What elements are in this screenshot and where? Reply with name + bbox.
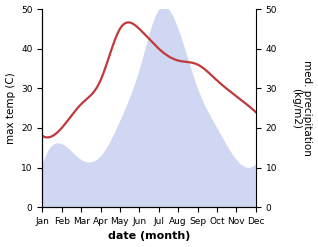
Y-axis label: med. precipitation
(kg/m2): med. precipitation (kg/m2) (291, 60, 313, 156)
X-axis label: date (month): date (month) (108, 231, 190, 242)
Y-axis label: max temp (C): max temp (C) (5, 72, 16, 144)
